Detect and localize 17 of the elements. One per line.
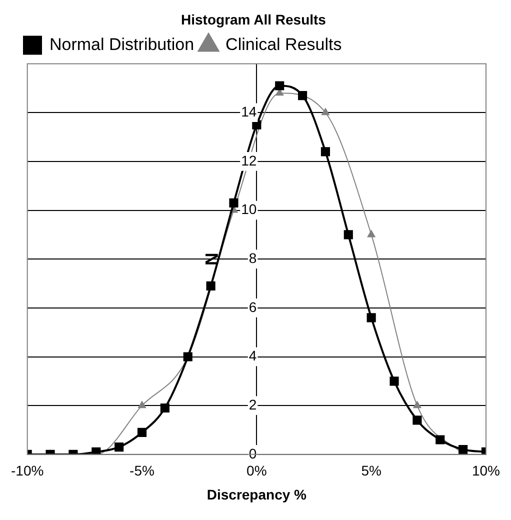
legend-label: Normal Distribution (50, 34, 194, 54)
y-tick-label: 0 (248, 445, 257, 462)
y-tick-label: 6 (248, 298, 257, 315)
x-tick-label: -10% (11, 462, 44, 479)
x-tick-label: 0% (246, 462, 267, 479)
legend-label: Clinical Results (226, 34, 342, 54)
y-tick-label: 4 (248, 348, 257, 364)
y-tick-label: 14 (241, 103, 257, 120)
y-tick-label: 12 (241, 152, 257, 168)
y-tick-label: 10 (241, 201, 257, 218)
x-tick-label: -5% (130, 462, 154, 479)
x-tick-label: 10% (472, 462, 500, 479)
chart-title: Histogram All Results (181, 11, 326, 28)
x-axis-title: Discrepancy % (206, 486, 308, 502)
y-tick-label: 8 (248, 250, 257, 266)
y-tick-label: 2 (248, 396, 257, 412)
x-tick-label: 5% (361, 462, 382, 479)
